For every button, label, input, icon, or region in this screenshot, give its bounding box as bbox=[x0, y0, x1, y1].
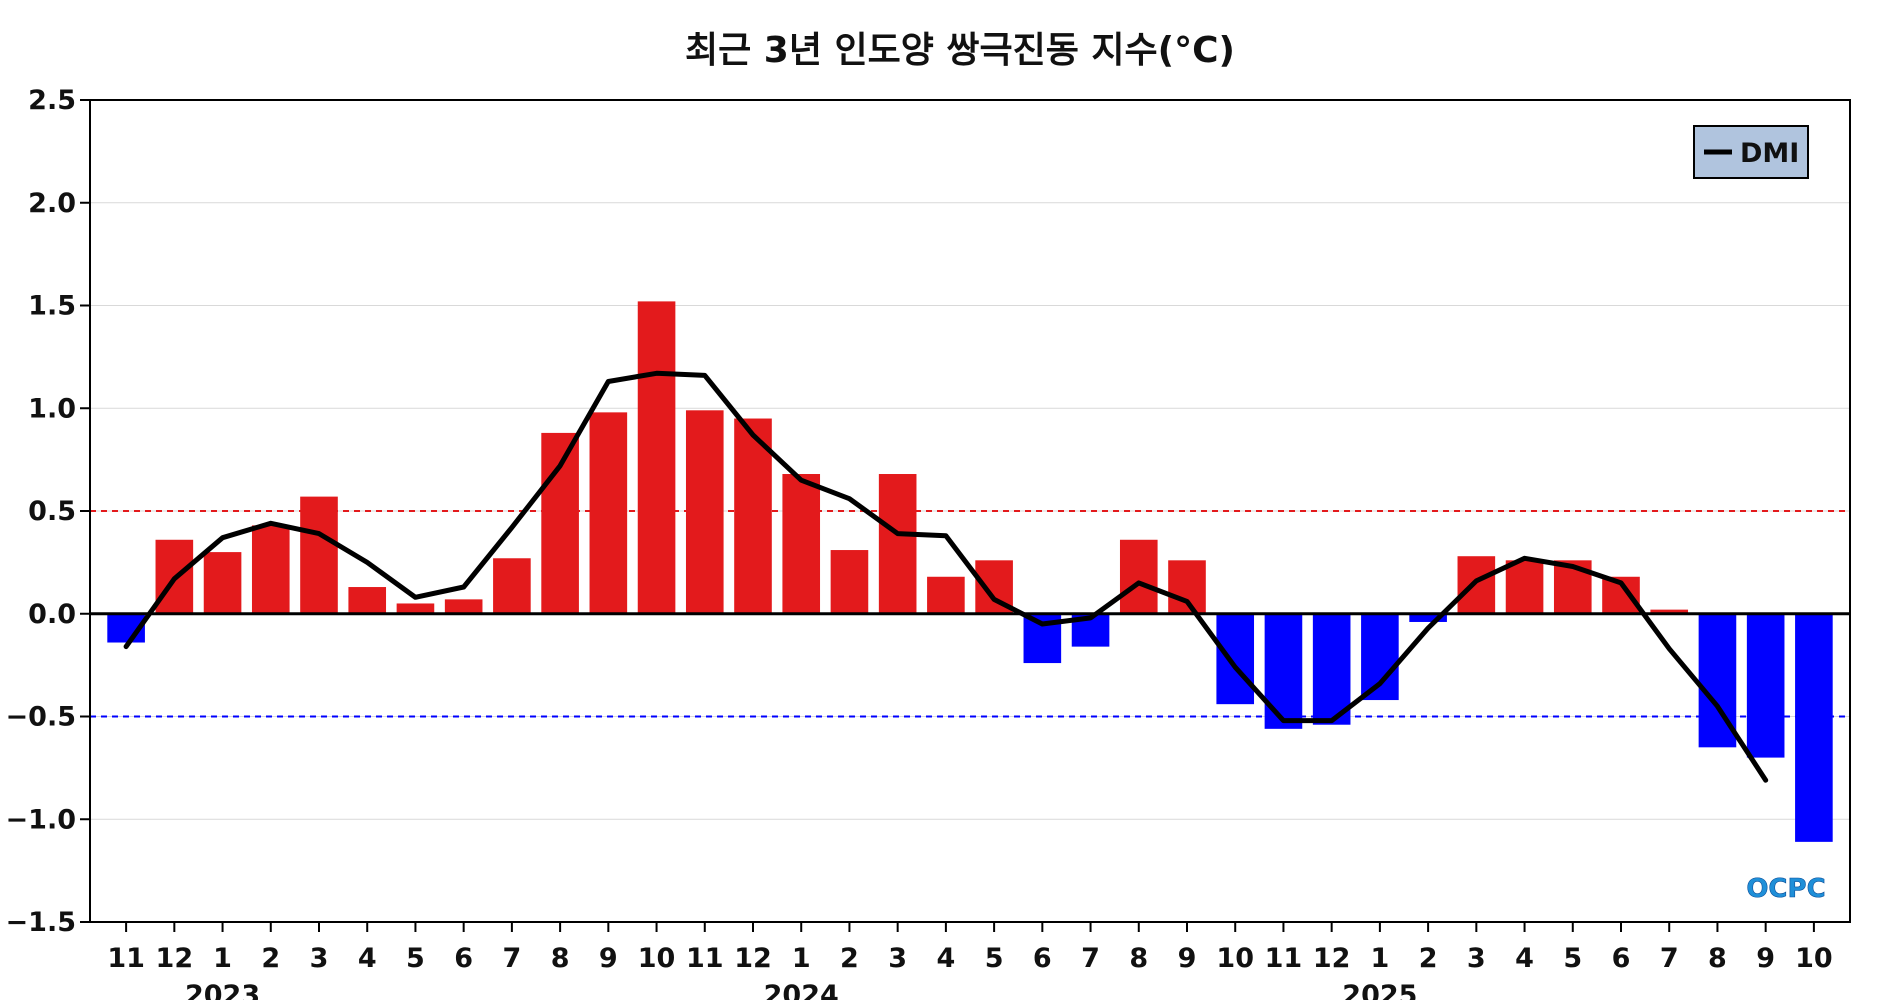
x-tick-label: 5 bbox=[1563, 943, 1582, 974]
x-tick-label: 4 bbox=[936, 943, 955, 974]
x-tick-label: 2 bbox=[840, 943, 859, 974]
bar bbox=[1216, 613, 1255, 705]
x-tick-label: 1 bbox=[213, 943, 232, 974]
bar bbox=[300, 496, 338, 614]
x-tick-label: 6 bbox=[454, 943, 473, 974]
bar bbox=[1119, 539, 1158, 614]
y-tick-label: 0.5 bbox=[28, 496, 76, 527]
x-tick-label: 8 bbox=[551, 943, 570, 974]
bar bbox=[830, 550, 869, 614]
x-tick-label: 3 bbox=[1467, 943, 1486, 974]
x-tick-label: 6 bbox=[1033, 943, 1052, 974]
x-tick-label: 6 bbox=[1612, 943, 1631, 974]
y-tick-label: −1.0 bbox=[6, 804, 76, 835]
bar bbox=[348, 587, 387, 614]
bar bbox=[1795, 613, 1833, 842]
x-tick-label: 9 bbox=[1756, 943, 1775, 974]
x-tick-label: 7 bbox=[1081, 943, 1100, 974]
bar bbox=[1457, 556, 1496, 614]
x-tick-label: 11 bbox=[686, 943, 724, 974]
x-tick-label: 12 bbox=[156, 943, 194, 974]
bar bbox=[927, 576, 965, 614]
x-tick-label: 7 bbox=[1660, 943, 1679, 974]
x-tick-label: 7 bbox=[502, 943, 521, 974]
x-tick-label: 1 bbox=[1370, 943, 1389, 974]
y-axis: 2.5 2.0 1.5 1.0 0.5 0.0 −0.5 −1.0 −1.5 bbox=[6, 85, 90, 938]
bar bbox=[1264, 613, 1303, 729]
bar bbox=[1312, 613, 1351, 725]
bar bbox=[1650, 609, 1689, 614]
y-tick-label: 0.0 bbox=[28, 599, 76, 630]
chart-title: 최근 3년 인도양 쌍극진동 지수(°C) bbox=[685, 30, 1235, 71]
logo-text: OCPC bbox=[1746, 874, 1825, 904]
bar bbox=[685, 410, 724, 614]
x-axis: 11 12 1 2 3 4 5 6 7 8 9 10 11 12 1 2 3 4 5 6 7 8 9 10 11 12 1 2 3 4 5 6… bbox=[107, 922, 1833, 1000]
y-tick-label: 1.5 bbox=[28, 291, 76, 322]
x-tick-label: 9 bbox=[599, 943, 618, 974]
x-tick-label: 4 bbox=[1515, 943, 1534, 974]
x-tick-label: 4 bbox=[358, 943, 377, 974]
x-tick-label: 5 bbox=[985, 943, 1004, 974]
bar bbox=[493, 558, 531, 614]
dmi-line bbox=[123, 370, 1769, 783]
bar bbox=[782, 474, 821, 614]
x-tick-label: 1 bbox=[792, 943, 811, 974]
bar bbox=[878, 474, 917, 614]
legend: DMI bbox=[1693, 125, 1809, 179]
y-tick-label: 2.5 bbox=[28, 85, 76, 116]
x-tick-label: 11 bbox=[1265, 943, 1303, 974]
x-tick-label: 11 bbox=[107, 943, 145, 974]
bar-series bbox=[107, 301, 1833, 842]
bar bbox=[1409, 613, 1447, 622]
x-year-label: 2025 bbox=[1342, 980, 1417, 1000]
x-tick-label: 2 bbox=[261, 943, 280, 974]
legend-label-dmi: DMI bbox=[1740, 138, 1799, 169]
y-tick-label: −0.5 bbox=[6, 702, 76, 733]
bar bbox=[1505, 560, 1544, 614]
bar bbox=[541, 432, 579, 614]
x-year-label: 2023 bbox=[185, 980, 260, 1000]
x-tick-label: 12 bbox=[1313, 943, 1351, 974]
x-tick-label: 2 bbox=[1419, 943, 1438, 974]
bar bbox=[1361, 613, 1399, 701]
x-tick-label: 5 bbox=[406, 943, 425, 974]
x-tick-label: 10 bbox=[638, 943, 676, 974]
x-tick-label: 9 bbox=[1178, 943, 1197, 974]
ocpc-logo: OCPC bbox=[1746, 874, 1826, 905]
bar bbox=[203, 552, 242, 614]
x-tick-label: 3 bbox=[888, 943, 907, 974]
x-year-label: 2024 bbox=[764, 980, 839, 1000]
x-tick-label: 3 bbox=[310, 943, 329, 974]
bar bbox=[734, 418, 772, 614]
bar bbox=[589, 412, 628, 614]
bar bbox=[251, 525, 290, 614]
x-tick-label: 10 bbox=[1216, 943, 1254, 974]
reference-lines bbox=[90, 510, 1850, 718]
bar bbox=[1168, 560, 1206, 614]
x-tick-label: 8 bbox=[1129, 943, 1148, 974]
y-tick-label: 1.0 bbox=[28, 393, 76, 424]
y-tick-label: 2.0 bbox=[28, 188, 76, 219]
x-tick-label: 8 bbox=[1708, 943, 1727, 974]
bar bbox=[637, 301, 676, 614]
bar bbox=[396, 603, 435, 614]
y-tick-label: −1.5 bbox=[6, 907, 76, 938]
bar bbox=[1746, 613, 1785, 758]
x-tick-label: 10 bbox=[1795, 943, 1833, 974]
bar bbox=[444, 599, 483, 614]
dmi-line-series bbox=[123, 370, 1769, 783]
x-tick-label: 12 bbox=[734, 943, 772, 974]
